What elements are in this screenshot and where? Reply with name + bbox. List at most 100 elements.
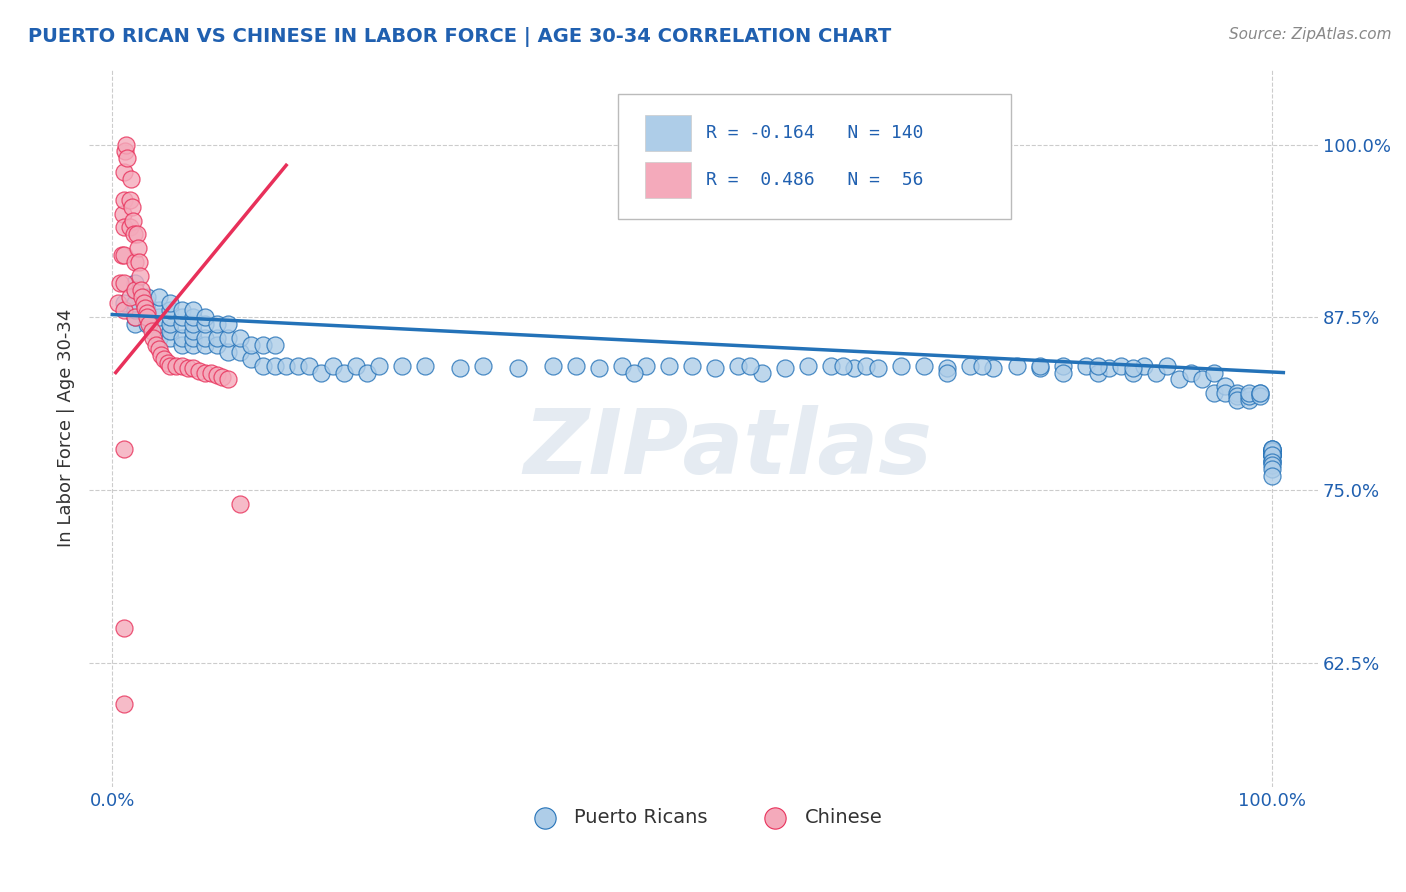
Point: [1052, 366, 1074, 380]
Point: [170, 338, 193, 352]
Point: [1029, 359, 1052, 373]
Point: [136, 317, 159, 331]
Point: [170, 359, 193, 373]
Point: [1215, 379, 1237, 393]
Point: [472, 359, 495, 373]
Point: [1261, 449, 1284, 463]
Point: [149, 348, 172, 362]
Point: [773, 361, 796, 376]
Point: [252, 359, 274, 373]
Point: [263, 359, 285, 373]
Point: [391, 359, 413, 373]
Point: [112, 442, 135, 456]
Point: [1191, 372, 1213, 386]
Point: [1226, 389, 1249, 403]
Point: [211, 369, 233, 384]
Point: [194, 317, 217, 331]
Point: [148, 342, 170, 356]
Point: [112, 621, 135, 635]
Point: [623, 366, 645, 380]
Point: [136, 296, 159, 310]
Point: [200, 366, 222, 380]
Point: [936, 361, 959, 376]
Point: [156, 356, 179, 370]
Point: [183, 361, 205, 376]
Point: [112, 193, 135, 207]
Point: [183, 303, 205, 318]
Point: [1261, 442, 1284, 456]
Point: [132, 296, 155, 310]
Point: [1261, 444, 1284, 458]
Point: [112, 248, 135, 262]
Text: ZIPatlas: ZIPatlas: [523, 405, 932, 493]
Point: [751, 366, 773, 380]
Point: [634, 359, 657, 373]
Point: [449, 361, 471, 376]
Point: [159, 324, 181, 338]
Point: [415, 359, 437, 373]
Point: [1226, 393, 1249, 408]
Point: [217, 372, 239, 386]
Bar: [644, 115, 692, 151]
Point: [148, 331, 170, 345]
Point: [131, 289, 153, 303]
Point: [1261, 452, 1284, 467]
Point: [1087, 366, 1109, 380]
Point: [183, 317, 205, 331]
Point: [183, 324, 205, 338]
Point: [111, 206, 134, 220]
Point: [1261, 449, 1284, 463]
Point: [229, 497, 252, 511]
Text: R = -0.164   N = 140: R = -0.164 N = 140: [706, 124, 924, 142]
Text: PUERTO RICAN VS CHINESE IN LABOR FORCE | AGE 30-34 CORRELATION CHART: PUERTO RICAN VS CHINESE IN LABOR FORCE |…: [28, 27, 891, 46]
Point: [142, 331, 165, 345]
Point: [170, 331, 193, 345]
Point: [1122, 366, 1144, 380]
Point: [110, 248, 132, 262]
Point: [704, 361, 727, 376]
Point: [1180, 366, 1202, 380]
Point: [1261, 444, 1284, 458]
Point: [205, 331, 228, 345]
Point: [124, 310, 146, 325]
Point: [112, 303, 135, 318]
Point: [1237, 393, 1260, 408]
Point: [205, 338, 228, 352]
Point: [124, 283, 146, 297]
Point: [344, 359, 367, 373]
Point: [1237, 389, 1260, 403]
Point: [333, 366, 356, 380]
Point: [183, 310, 205, 325]
Point: [112, 165, 135, 179]
Point: [138, 317, 160, 331]
Point: [356, 366, 378, 380]
Point: [136, 306, 159, 320]
Point: [129, 268, 152, 283]
Point: [120, 172, 142, 186]
Point: [159, 317, 181, 331]
Point: [565, 359, 588, 373]
Point: [1202, 366, 1225, 380]
Point: [1215, 386, 1237, 401]
Point: [118, 193, 141, 207]
Point: [1098, 361, 1121, 376]
Point: [148, 289, 170, 303]
Point: [1109, 359, 1132, 373]
Point: [136, 289, 159, 303]
Point: [1052, 359, 1074, 373]
Point: [205, 368, 228, 383]
Point: [148, 303, 170, 318]
Point: [118, 289, 141, 303]
Point: [115, 137, 138, 152]
Point: [1261, 442, 1284, 456]
Point: [124, 296, 146, 310]
Point: [217, 317, 239, 331]
Legend: Puerto Ricans, Chinese: Puerto Ricans, Chinese: [517, 800, 890, 835]
Point: [136, 310, 159, 325]
Point: [1144, 366, 1167, 380]
Point: [145, 338, 167, 352]
Point: [217, 344, 239, 359]
Point: [936, 366, 959, 380]
Point: [240, 338, 263, 352]
Point: [1029, 361, 1052, 376]
